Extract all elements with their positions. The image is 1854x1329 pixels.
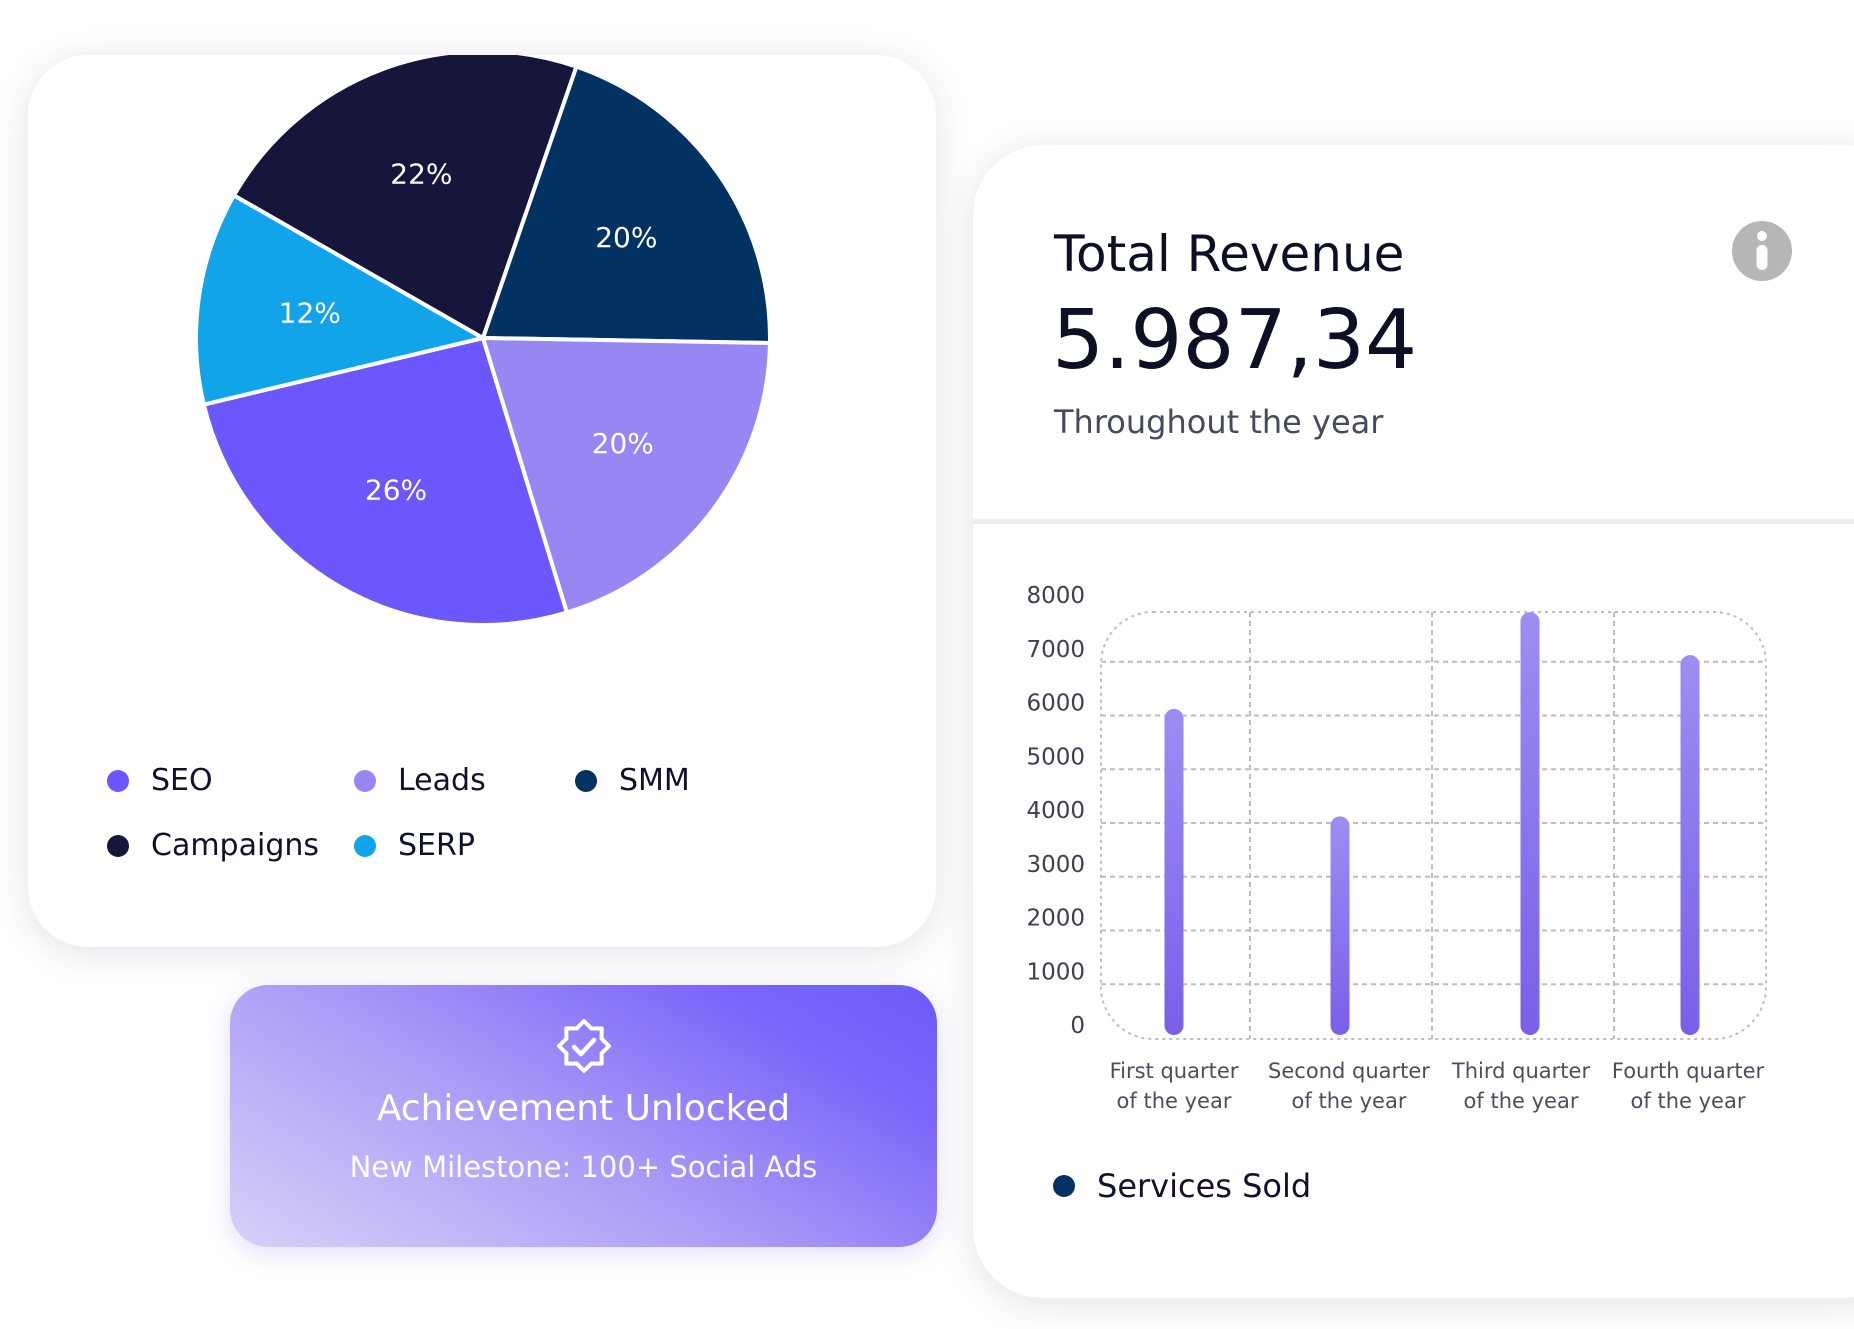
x-tick-label: Third quarter	[1451, 1059, 1591, 1083]
pie-label-seo: 26%	[365, 473, 427, 506]
pie-slice-serp	[194, 193, 485, 407]
grid-frame	[1100, 611, 1767, 1040]
legend-item-seo: SEO	[107, 763, 213, 798]
distribution-card: 26% 12% 22% 20% 20% SEO Leads SMM Campaigns …	[28, 55, 936, 947]
y-tick-label: 1000	[1026, 959, 1085, 985]
y-tick-label: 3000	[1026, 852, 1085, 878]
x-tick-label: Fourth quarter	[1612, 1059, 1765, 1083]
revenue-value: 5.987,34	[1052, 293, 1418, 388]
x-tick-label: of the year	[1117, 1089, 1232, 1113]
legend-dot-smm	[575, 769, 597, 792]
legend-item-leads: Leads	[354, 763, 486, 798]
bar-third-quarter	[1520, 612, 1540, 1035]
x-tick-label: Second quarter	[1268, 1059, 1430, 1083]
x-tick-label: of the year	[1292, 1089, 1407, 1113]
legend-item-serp: SERP	[354, 828, 475, 863]
x-tick-label: of the year	[1631, 1089, 1746, 1113]
bar-fourth-quarter	[1680, 655, 1700, 1035]
pie-slice-campaigns	[231, 55, 579, 340]
y-tick-label: 8000	[1026, 583, 1085, 609]
legend-dot-campaigns	[107, 834, 129, 857]
legend-item-smm: SMM	[575, 763, 690, 798]
pie-slice-leads	[481, 336, 772, 615]
pie-label-smm: 20%	[595, 221, 657, 254]
legend-label-smm: SMM	[619, 763, 690, 798]
legend-label-seo: SEO	[151, 763, 213, 798]
pie-label-leads: 20%	[592, 427, 654, 460]
legend-dot-seo	[107, 769, 129, 792]
y-tick-label: 0	[1070, 1013, 1085, 1039]
legend-dot-services-sold	[1053, 1175, 1075, 1197]
y-tick-label: 6000	[1026, 691, 1085, 717]
y-tick-label: 5000	[1026, 744, 1085, 770]
achievement-subtitle: New Milestone: 100+ Social Ads	[349, 1150, 818, 1184]
bar-legend: Services Sold	[1053, 1167, 1311, 1205]
bar-second-quarter	[1330, 816, 1350, 1035]
verified-badge-icon	[555, 1017, 613, 1079]
legend-item-campaigns: Campaigns	[107, 828, 319, 863]
y-tick-label: 7000	[1026, 637, 1085, 663]
legend-dot-serp	[354, 834, 376, 857]
legend-label-serp: SERP	[398, 828, 475, 863]
pie-slice-smm	[481, 64, 772, 346]
legend-label-services-sold: Services Sold	[1097, 1167, 1312, 1205]
bar-first-quarter	[1164, 708, 1184, 1035]
revenue-title: Total Revenue	[1054, 225, 1405, 283]
revenue-caption: Throughout the year	[1054, 403, 1384, 441]
y-tick-label: 4000	[1026, 798, 1085, 824]
x-tick-label: First quarter	[1110, 1059, 1239, 1083]
achievement-banner: Achievement Unlocked New Milestone: 100+…	[230, 985, 937, 1247]
divider	[973, 519, 1854, 524]
legend-label-leads: Leads	[398, 763, 486, 798]
info-icon[interactable]	[1731, 220, 1793, 286]
x-tick-label: of the year	[1464, 1089, 1579, 1113]
pie-label-serp: 12%	[279, 297, 341, 330]
legend-label-campaigns: Campaigns	[151, 828, 320, 863]
bar-chart: 0 1000 2000 3000 4000 5000 6000 7000 8000 First q…	[1026, 583, 1767, 1113]
revenue-card: Total Revenue 5.987,34 Throughout the ye…	[973, 145, 1854, 1298]
pie-chart: 26% 12% 22% 20% 20%	[194, 55, 772, 627]
legend-dot-leads	[354, 769, 376, 792]
pie-label-campaigns: 22%	[390, 158, 452, 191]
pie-slice-seo	[201, 336, 569, 627]
achievement-title: Achievement Unlocked	[376, 1088, 791, 1129]
y-tick-label: 2000	[1026, 906, 1085, 932]
